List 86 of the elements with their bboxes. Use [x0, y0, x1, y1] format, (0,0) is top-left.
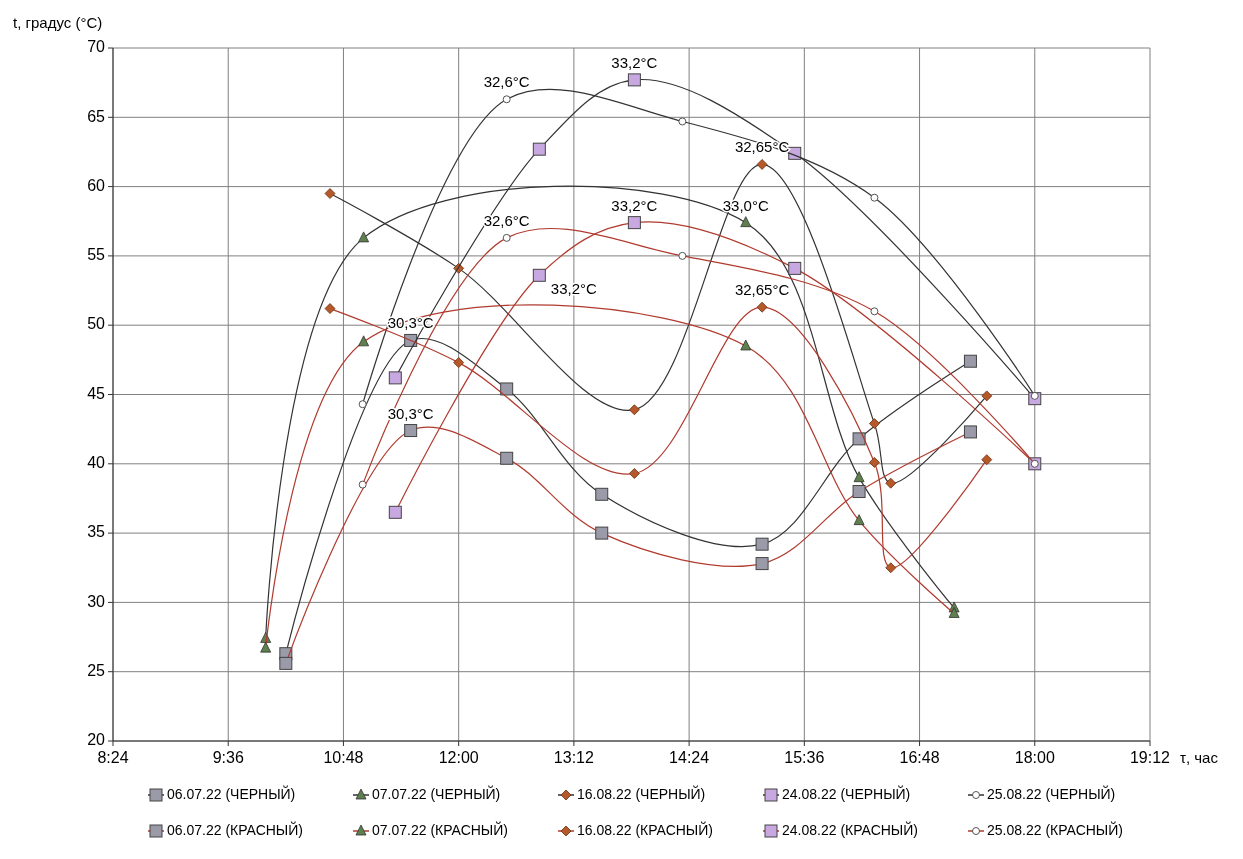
- point: [756, 159, 768, 170]
- point: [324, 303, 336, 314]
- point: [852, 485, 866, 499]
- y-tick-label: 45: [87, 384, 106, 402]
- x-tick-label: 8:24: [97, 749, 129, 766]
- x-tick-label: 9:36: [212, 749, 244, 766]
- point: [852, 432, 866, 446]
- point: [678, 117, 687, 126]
- x-tick-label: 19:12: [1129, 749, 1171, 766]
- x-axis-title: τ, час: [1180, 749, 1219, 766]
- x-tick-label: 18:00: [1014, 749, 1055, 766]
- point: [279, 656, 293, 670]
- point: [788, 261, 802, 275]
- x-tick-label: 15:36: [784, 749, 825, 766]
- point: [963, 425, 977, 439]
- x-tick-label: 13:12: [553, 749, 595, 766]
- point: [853, 514, 865, 526]
- annotation: 32,65°C: [734, 281, 790, 299]
- y-tick-label: 20: [87, 731, 106, 749]
- point: [532, 142, 546, 156]
- point: [755, 537, 769, 551]
- x-tick-label: 16:48: [899, 749, 940, 766]
- legend-label: 06.07.22 (КРАСНЫЙ): [167, 820, 303, 838]
- legend-label: 07.07.22 (ЧЕРНЫЙ): [372, 784, 501, 802]
- point: [981, 390, 993, 402]
- point: [595, 526, 609, 540]
- x-tick-label: 12:00: [438, 749, 479, 766]
- y-tick-label: 25: [87, 661, 106, 679]
- annotation: 33,2°C: [611, 196, 658, 214]
- point: [740, 339, 752, 351]
- point: [740, 216, 752, 228]
- y-tick-label: 40: [87, 454, 106, 472]
- x-tick-label: 14:24: [669, 749, 710, 766]
- point: [678, 251, 687, 260]
- point: [756, 301, 768, 313]
- point: [627, 73, 641, 87]
- point: [388, 371, 402, 385]
- point: [358, 335, 370, 347]
- point: [453, 357, 465, 369]
- point: [532, 268, 546, 282]
- y-tick-label: 35: [87, 523, 106, 541]
- point: [885, 477, 897, 489]
- point: [324, 188, 336, 199]
- point: [963, 354, 977, 368]
- legend-label: 16.08.22 (КРАСНЫЙ): [577, 820, 713, 838]
- point: [853, 471, 865, 483]
- point: [358, 231, 370, 243]
- point: [981, 454, 993, 466]
- point: [885, 562, 897, 574]
- y-tick-label: 30: [87, 592, 106, 610]
- point: [500, 451, 514, 465]
- legend-label: 06.07.22 (ЧЕРНЫЙ): [167, 784, 296, 802]
- y-tick-label: 60: [87, 176, 106, 194]
- point: [869, 457, 880, 468]
- point: [755, 557, 769, 571]
- point: [502, 95, 511, 104]
- annotation: 33,2°C: [550, 279, 598, 297]
- point: [948, 607, 960, 618]
- point: [500, 382, 514, 396]
- point: [869, 418, 880, 430]
- annotation: 33,2°C: [611, 53, 658, 71]
- point: [388, 505, 402, 519]
- point: [358, 400, 367, 409]
- legend-label: 25.08.22 (КРАСНЫЙ): [987, 820, 1123, 838]
- point: [404, 424, 418, 438]
- x-tick-label: 10:48: [323, 749, 364, 766]
- legend-label: 07.07.22 (КРАСНЫЙ): [372, 820, 508, 838]
- point: [595, 487, 609, 501]
- y-tick-label: 70: [87, 38, 106, 56]
- y-tick-label: 50: [87, 315, 106, 333]
- point: [870, 307, 879, 316]
- legend-label: 24.08.22 (ЧЕРНЫЙ): [782, 784, 911, 802]
- point: [358, 480, 367, 489]
- legend-label: 24.08.22 (КРАСНЫЙ): [782, 820, 918, 838]
- point: [502, 233, 511, 242]
- annotation: 32,6°C: [483, 73, 530, 91]
- y-tick-label: 65: [87, 107, 106, 125]
- y-tick-label: 55: [87, 246, 106, 264]
- point: [628, 404, 640, 416]
- point: [627, 216, 641, 230]
- point: [870, 193, 879, 202]
- point: [260, 641, 272, 653]
- y-axis-title: t, градус (°C): [13, 14, 103, 31]
- legend-label: 16.08.22 (ЧЕРНЫЙ): [577, 784, 706, 802]
- point: [628, 468, 640, 479]
- legend-label: 25.08.22 (ЧЕРНЫЙ): [987, 784, 1116, 802]
